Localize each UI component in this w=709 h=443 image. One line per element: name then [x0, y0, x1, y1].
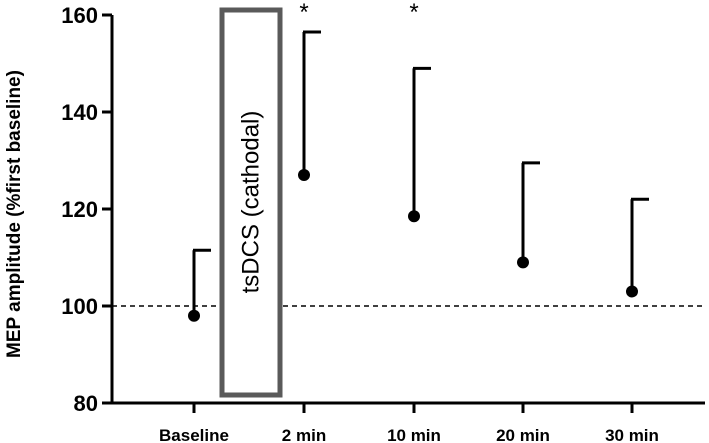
- y-axis-title-group: MEP amplitude (%first baseline): [4, 70, 25, 358]
- tsdcs-box-group: tsDCS (cathodal): [219, 7, 283, 398]
- x-tick-label-2: 10 min: [387, 426, 441, 443]
- significance-marker-1: *: [299, 0, 308, 26]
- tsdcs-annotation-label: tsDCS (cathodal): [237, 111, 264, 294]
- tsdcs-annotation-box: [219, 7, 283, 398]
- y-tick-label-80: 80: [74, 391, 98, 416]
- x-tick-labels: Baseline 2 min 10 min 20 min 30 min: [159, 403, 659, 443]
- y-tick-label-160: 160: [61, 3, 98, 28]
- significance-marker-2: *: [409, 0, 418, 26]
- data-point-4: [626, 285, 638, 298]
- data-point-1: [298, 169, 310, 182]
- x-tick-label-4: 30 min: [605, 426, 659, 443]
- data-point-2: [408, 210, 420, 223]
- y-axis-title: MEP amplitude (%first baseline): [4, 70, 25, 358]
- y-tick-label-140: 140: [61, 100, 98, 125]
- x-tick-label-1: 2 min: [282, 426, 326, 443]
- data-marks: * *: [188, 0, 649, 322]
- data-point-3: [517, 256, 529, 269]
- data-point-0: [188, 309, 200, 322]
- x-tick-label-0: Baseline: [159, 426, 229, 443]
- axes: [110, 15, 705, 405]
- y-ticks: 80 100 120 140 160: [61, 3, 112, 416]
- y-tick-label-100: 100: [61, 294, 98, 319]
- x-tick-label-3: 20 min: [496, 426, 550, 443]
- y-tick-label-120: 120: [61, 197, 98, 222]
